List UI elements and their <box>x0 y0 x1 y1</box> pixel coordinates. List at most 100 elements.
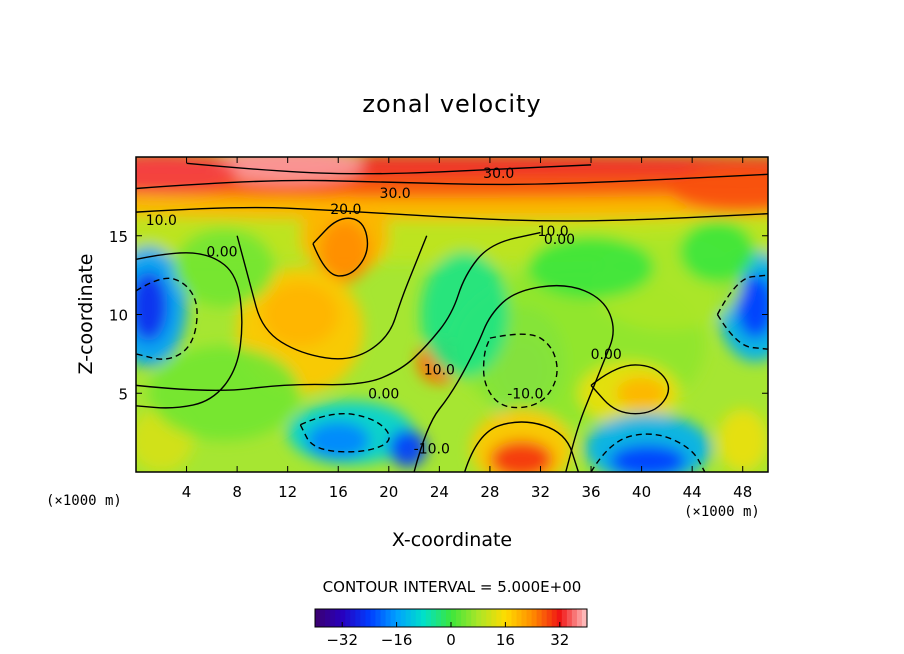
colorbar-segment <box>456 609 462 627</box>
contour-line <box>136 206 768 222</box>
colorbar-segment <box>355 609 361 627</box>
contour-line <box>136 231 541 391</box>
y-axis-label: Z-coordinate <box>75 254 97 375</box>
colorbar-segment <box>405 609 412 627</box>
field-patch <box>610 445 686 472</box>
contour-label: 10.0 <box>424 363 455 379</box>
contour-interval-label: CONTOUR INTERVAL = 5.000E+00 <box>323 578 582 596</box>
colorbar-segment <box>471 609 477 627</box>
colorbar-segment <box>541 609 548 627</box>
colorbar-segment <box>445 609 452 627</box>
colorbar-segment <box>506 609 512 627</box>
x-tick-label: 4 <box>182 483 192 501</box>
colorbar-segment <box>476 609 482 627</box>
contour-line <box>463 421 580 472</box>
colorbar-segment <box>496 609 502 627</box>
y-tick-label: 5 <box>118 385 128 403</box>
colorbar-tick-label: 0 <box>446 631 456 649</box>
colorbar: −32 −16 0 16 32 <box>314 608 588 649</box>
contour-label: 30.0 <box>483 166 514 182</box>
contour-label: 0.00 <box>591 347 622 363</box>
colorbar-segment <box>315 609 321 627</box>
colorbar-segment <box>350 609 356 627</box>
field-patch <box>679 220 756 283</box>
colorbar-tick-label: −16 <box>381 631 413 649</box>
contour-label: 10.0 <box>146 213 177 229</box>
contour-line <box>716 314 768 350</box>
field-patch <box>211 157 364 184</box>
colorbar-segment <box>581 609 588 627</box>
colorbar-segment <box>531 609 538 627</box>
field-patch <box>388 429 427 468</box>
x-tick-label: 40 <box>632 483 651 501</box>
colorbar-segment <box>370 609 376 627</box>
field-patch <box>489 440 554 472</box>
field-patch <box>666 164 768 213</box>
field-patch <box>717 409 768 472</box>
contour-line <box>590 364 670 415</box>
contour-label: 0.00 <box>544 232 575 248</box>
x-axis-label: X-coordinate <box>392 529 512 551</box>
colorbar-segment <box>556 609 563 627</box>
contour-line <box>136 252 243 409</box>
contour-line <box>186 162 592 175</box>
x-tick-label: 16 <box>329 483 348 501</box>
contour-line <box>590 433 706 472</box>
colorbar-segment <box>385 609 392 627</box>
field-patch <box>616 377 667 409</box>
contour-line <box>716 274 768 315</box>
colorbar-segment <box>375 609 381 627</box>
colorbar-segment <box>511 609 517 627</box>
x-axis-unit-right: (×1000 m) <box>684 504 760 520</box>
x-tick-label: 32 <box>531 483 550 501</box>
y-axis: 5 10 15 <box>109 228 768 403</box>
contour-label: -10.0 <box>507 386 543 402</box>
colorbar-segment <box>481 609 487 627</box>
contour-line <box>136 173 768 190</box>
contour-label: 20.0 <box>330 202 361 218</box>
field-patch <box>527 235 655 299</box>
colorbar-segment <box>335 609 341 627</box>
x-tick-label: 36 <box>581 483 600 501</box>
colorbar-segment <box>571 609 578 627</box>
x-tick-label: 24 <box>430 483 449 501</box>
colorbar-segment <box>410 609 417 627</box>
contour-line <box>136 277 198 360</box>
colorbar-segment <box>536 609 543 627</box>
contour-label: 10.0 <box>538 224 569 240</box>
colorbar-segment <box>325 609 331 627</box>
field-layer: 30.030.020.010.010.00.000.0010.00.000.00… <box>136 157 768 472</box>
colorbar-segment <box>345 609 351 627</box>
field-patch <box>262 283 339 346</box>
contour-labels: 30.030.020.010.010.00.000.0010.00.000.00… <box>146 166 622 458</box>
x-tick-label: 48 <box>733 483 752 501</box>
colorbar-segment <box>425 609 432 627</box>
contour-label: 0.00 <box>368 386 399 402</box>
y-tick-label: 10 <box>109 307 128 325</box>
x-tick-label: 8 <box>232 483 242 501</box>
colorbar-strip <box>315 609 588 627</box>
x-tick-label: 28 <box>480 483 499 501</box>
colorbar-segment <box>430 609 437 627</box>
contour-label: 30.0 <box>380 186 411 202</box>
colorbar-tick-label: −32 <box>326 631 358 649</box>
x-tick-label: 12 <box>278 483 297 501</box>
colorbar-segment <box>566 609 573 627</box>
colorbar-segment <box>461 609 467 627</box>
contour-line <box>312 217 369 277</box>
colorbar-segment <box>320 609 326 627</box>
colorbar-segment <box>551 609 558 627</box>
x-axis-unit-left: (×1000 m) <box>46 493 122 509</box>
contour-lines <box>136 162 768 472</box>
colorbar-segment <box>451 609 457 627</box>
chart-title: zonal velocity <box>362 90 541 118</box>
field-patch <box>306 421 370 460</box>
colorbar-segment <box>521 609 528 627</box>
contour-line <box>236 235 428 360</box>
colorbar-segment <box>561 609 568 627</box>
contour-line <box>482 333 558 409</box>
field-patch <box>136 271 168 342</box>
field-patch <box>736 275 768 339</box>
colorbar-segment <box>380 609 387 627</box>
